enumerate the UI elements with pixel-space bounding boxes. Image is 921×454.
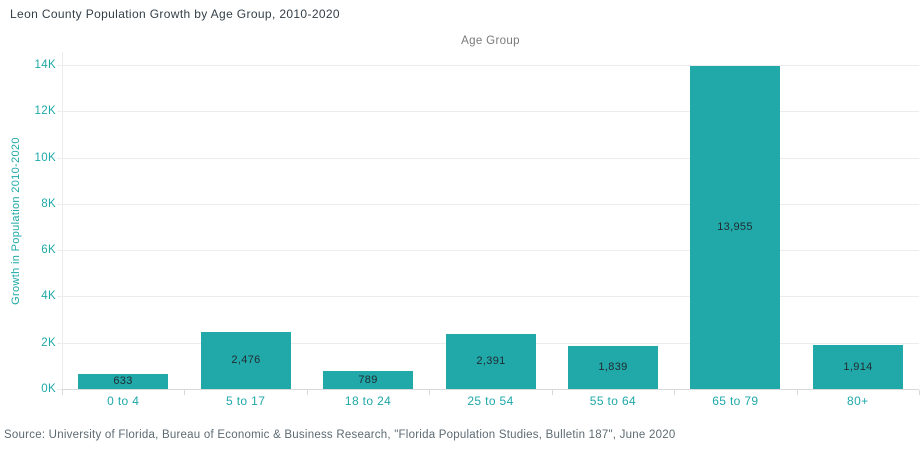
x-tick-label: 55 to 64 xyxy=(589,394,637,408)
y-tick-mark xyxy=(57,250,62,252)
y-tick-label: 4K xyxy=(41,290,56,303)
x-tick-mark xyxy=(184,390,185,395)
x-tick-mark xyxy=(307,390,308,395)
x-tick-label: 0 to 4 xyxy=(107,394,140,408)
x-tick-label: 65 to 79 xyxy=(712,394,759,408)
page-title: Leon County Population Growth by Age Gro… xyxy=(10,7,340,21)
bar-0-to-4[interactable]: 633 xyxy=(78,374,168,389)
bar-65-to-79[interactable]: 13,955 xyxy=(690,66,780,389)
gridline xyxy=(62,65,919,66)
x-tick-mark xyxy=(62,390,63,395)
y-axis-line xyxy=(62,52,63,395)
bar-value-label: 13,955 xyxy=(717,221,753,233)
x-tick-label: 25 to 54 xyxy=(467,394,514,408)
y-tick-label: 10K xyxy=(34,151,56,164)
bar-value-label: 1,914 xyxy=(843,360,873,373)
y-tick-mark xyxy=(57,389,62,390)
x-tick-mark xyxy=(674,390,675,395)
bar-value-label: 633 xyxy=(113,375,133,387)
gridline xyxy=(62,250,919,252)
bar-55-to-64[interactable]: 1,839 xyxy=(568,346,658,389)
y-tick-label: 12K xyxy=(34,105,56,118)
bar-value-label: 1,839 xyxy=(598,361,628,373)
bar-value-label: 2,476 xyxy=(231,354,261,366)
y-tick-label: 0K xyxy=(41,383,56,395)
source-note: Source: University of Florida, Bureau of… xyxy=(4,429,676,441)
y-tick-label: 2K xyxy=(41,336,56,349)
x-tick-mark xyxy=(919,390,920,395)
x-tick-label: 80+ xyxy=(847,394,869,408)
x-axis-baseline xyxy=(62,389,919,390)
bar-80plus[interactable]: 1,914 xyxy=(813,345,903,389)
bar-value-label: 789 xyxy=(358,373,378,386)
y-tick-mark xyxy=(57,157,62,159)
gridline xyxy=(62,203,919,205)
bar-18-to-24[interactable]: 789 xyxy=(323,371,413,389)
plot-area: 633 2,476 789 2,391 1,839 13,955 1,914 xyxy=(62,52,919,390)
x-tick-mark xyxy=(429,390,430,395)
y-tick-mark xyxy=(57,342,62,344)
y-tick-mark xyxy=(57,65,62,66)
y-tick-mark xyxy=(57,296,62,298)
bar-value-label: 2,391 xyxy=(476,355,506,367)
gridline xyxy=(62,111,919,113)
gridline xyxy=(62,296,919,298)
x-tick-mark xyxy=(552,390,553,395)
y-tick-label: 8K xyxy=(41,197,56,210)
bar-25-to-54[interactable]: 2,391 xyxy=(446,334,536,389)
x-tick-label: 18 to 24 xyxy=(344,394,392,408)
y-tick-label: 6K xyxy=(41,244,56,257)
y-tick-label: 14K xyxy=(34,59,56,71)
bar-5-to-17[interactable]: 2,476 xyxy=(201,332,291,389)
y-tick-mark xyxy=(57,203,62,205)
x-axis-title: Age Group xyxy=(461,35,520,47)
x-tick-label: 5 to 17 xyxy=(226,394,266,408)
gridline xyxy=(62,157,919,159)
x-tick-mark xyxy=(797,390,798,395)
y-tick-mark xyxy=(57,111,62,113)
